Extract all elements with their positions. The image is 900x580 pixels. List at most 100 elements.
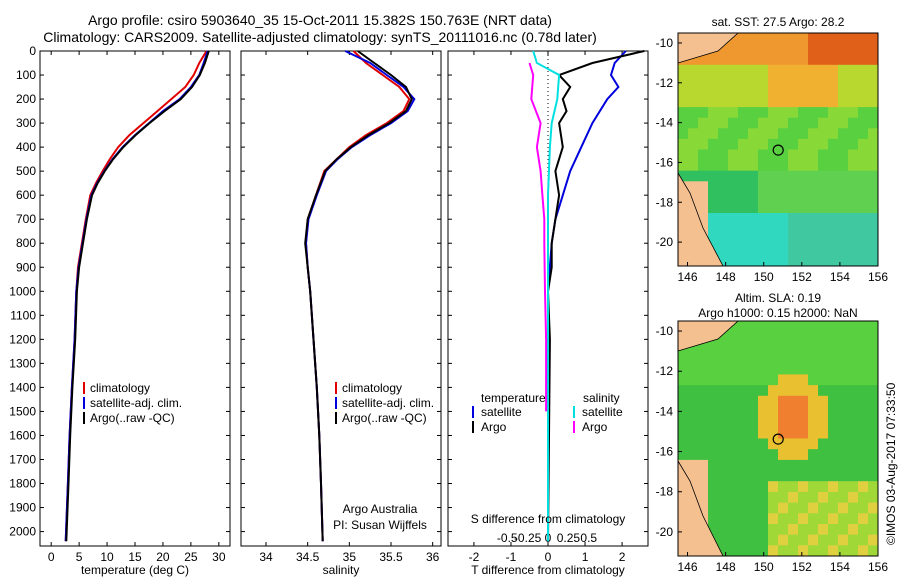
map-cell (798, 363, 809, 375)
map-cell (748, 385, 759, 397)
map-cell (798, 502, 809, 514)
map-cell (788, 117, 799, 129)
map-cell (698, 107, 709, 119)
depth-tick-label: 2000 (9, 525, 36, 539)
argo-position-marker (772, 433, 784, 445)
map-cell (768, 491, 779, 504)
map-cell (828, 33, 839, 45)
map-cell (718, 43, 729, 55)
map-cell (848, 223, 859, 235)
map-cell (768, 331, 779, 343)
map-cell (768, 374, 779, 386)
map-cell (728, 481, 739, 493)
map-cell (738, 138, 749, 150)
map-cell (708, 363, 719, 375)
map-cell (828, 449, 839, 461)
map-cell (798, 481, 809, 493)
map-cell (868, 96, 879, 108)
map-cell (808, 545, 819, 557)
map-cell (738, 481, 749, 493)
map-cell (808, 54, 819, 66)
map-cell (768, 64, 779, 76)
map-cell (848, 534, 859, 546)
map-cell (778, 181, 789, 193)
map-cell (718, 417, 729, 429)
map-cell (718, 160, 729, 172)
map-cell (808, 374, 819, 386)
map-x-tick-label: 156 (868, 560, 888, 574)
map-cell (858, 160, 869, 172)
map-cell (798, 353, 809, 365)
map-cell (768, 149, 779, 161)
map-cell (808, 33, 819, 45)
map-cell (738, 128, 749, 140)
map-cell (828, 513, 839, 525)
map-cell (798, 213, 809, 225)
depth-tick-label: 1300 (9, 356, 36, 370)
map-cell (728, 244, 739, 256)
map-cell (858, 75, 869, 87)
map-cell (708, 449, 719, 461)
map-cell (708, 181, 719, 193)
map-cell (728, 438, 739, 450)
map-cell (678, 417, 689, 429)
map-cell (808, 64, 819, 76)
map-cell (728, 234, 739, 246)
map-cell (788, 459, 799, 472)
map-cell (708, 107, 719, 119)
map-cell (728, 342, 739, 354)
map-cell (838, 191, 849, 203)
map-cell (688, 75, 699, 87)
map-cell (708, 160, 719, 172)
map-cell (778, 149, 789, 161)
map-cell (858, 449, 869, 461)
map-cell (748, 223, 759, 235)
map-cell (778, 545, 789, 557)
map-cell (858, 481, 869, 493)
map-cell (708, 427, 719, 439)
map-cell (748, 170, 759, 182)
map-cell (828, 470, 839, 482)
map-cell (778, 223, 789, 235)
map-cell (728, 64, 739, 76)
map-cell (678, 374, 689, 386)
map-cell (868, 331, 879, 343)
map-cell (758, 255, 769, 267)
map-cell (838, 417, 849, 429)
map-cell (778, 524, 789, 536)
map-cell (778, 449, 789, 461)
map-cell (788, 417, 799, 429)
map-cell (848, 149, 859, 161)
map-cell (838, 374, 849, 386)
x-tick-label: 25 (184, 550, 198, 564)
map-cell (748, 213, 759, 225)
map-cell (708, 438, 719, 450)
map-cell (838, 181, 849, 193)
map-cell (848, 459, 859, 472)
map-cell (718, 75, 729, 87)
map-cell (738, 170, 749, 182)
x-tick-label: 20 (156, 550, 170, 564)
map-cell (728, 117, 739, 129)
map-cell (858, 491, 869, 504)
map-cell (678, 438, 689, 450)
map-cell (708, 117, 719, 129)
map-cell (808, 234, 819, 246)
map-frame (677, 320, 879, 557)
map-cell (828, 223, 839, 235)
depth-tick-label: 1000 (9, 284, 36, 298)
map-cell (778, 107, 789, 119)
map-cell (848, 481, 859, 493)
map-cell (778, 202, 789, 214)
map-cell (838, 43, 849, 55)
legend-label: satellite-adj. clim. (90, 396, 182, 410)
depth-tick-label: 1200 (9, 332, 36, 346)
x-tick-label: 34 (259, 550, 273, 564)
map-cell (718, 128, 729, 140)
map-cell (678, 406, 689, 418)
map-cell (748, 438, 759, 450)
map-y-tick-label: -20 (656, 235, 674, 249)
map-cell (798, 524, 809, 536)
map-cell (778, 160, 789, 172)
map-cell (758, 513, 769, 525)
